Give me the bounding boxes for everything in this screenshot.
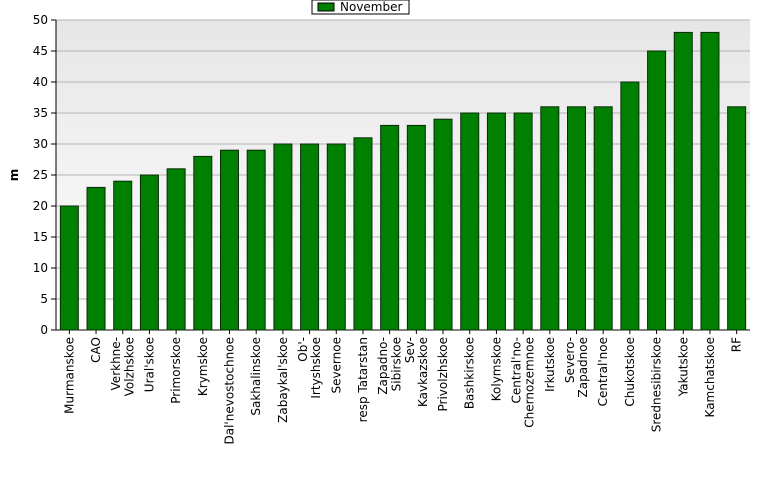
x-tick-label: RF	[730, 337, 744, 352]
x-tick-label: Zapadno-Sibirskoe	[376, 337, 403, 395]
y-tick-label: 10	[33, 261, 48, 275]
bar	[620, 81, 640, 331]
bar	[727, 106, 747, 331]
bar	[326, 143, 346, 331]
bar	[406, 124, 426, 331]
y-tick-label: 50	[33, 13, 48, 27]
bar	[460, 112, 480, 331]
x-tick-label: Dal'nevostochnoe	[223, 337, 237, 445]
bar	[193, 155, 213, 331]
x-tick-label: resp Tatarstan	[356, 337, 370, 422]
x-tick-label: Kolymskoe	[489, 337, 503, 401]
bar	[700, 31, 720, 331]
bar	[353, 137, 373, 331]
x-tick-label: Srednesibirskoe	[650, 337, 664, 432]
x-tick-label: Zabaykal'skoe	[276, 337, 290, 423]
x-tick-label: Murmanskoe	[62, 337, 76, 414]
bar	[246, 149, 266, 331]
bar	[673, 31, 693, 331]
x-tick-label: Sev-Kavkazskoe	[403, 337, 430, 407]
legend: November	[311, 0, 410, 15]
bar	[86, 186, 106, 331]
bar	[380, 124, 400, 331]
x-tick-label: Sakhalinskoe	[249, 337, 263, 416]
legend-box	[311, 0, 410, 15]
legend-label: November	[340, 0, 402, 14]
x-tick-label: Ob'-Irtyshskoe	[296, 337, 323, 399]
bar	[166, 168, 186, 331]
x-tick-label: Chukotskoe	[623, 337, 637, 407]
x-tick-label: Yakutskoe	[676, 337, 690, 397]
y-tick-label: 45	[33, 44, 48, 58]
x-tick-label: Kamchatskoe	[703, 337, 717, 417]
y-axis-label: m	[7, 169, 21, 182]
x-tick-label: Severnoe	[329, 337, 343, 394]
y-tick-label: 5	[40, 292, 48, 306]
legend-swatch	[317, 2, 335, 12]
y-tick-label: 20	[33, 199, 48, 213]
y-tick-label: 30	[33, 137, 48, 151]
x-tick-label: Primorskoe	[169, 337, 183, 404]
y-tick-label: 25	[33, 168, 48, 182]
y-tick-label: 35	[33, 106, 48, 120]
x-tick-label: Ural'skoe	[142, 337, 156, 392]
bar	[567, 106, 586, 331]
bar	[486, 112, 506, 331]
x-tick-label: Severo-Zapadnoe	[563, 337, 590, 398]
y-tick-label: 0	[40, 323, 48, 337]
x-tick-label: Privolzhskoe	[436, 337, 450, 411]
bar	[513, 112, 533, 331]
x-tick-label: Central'no-Chernozemnoe	[510, 337, 537, 428]
y-tick-label: 15	[33, 230, 48, 244]
bar	[300, 143, 320, 331]
bar	[273, 143, 293, 331]
y-tick-label: 40	[33, 75, 48, 89]
x-tick-label: Bashkirskoe	[463, 337, 477, 409]
bar	[593, 106, 613, 331]
x-tick-label: CAO	[89, 337, 103, 363]
x-tick-label: Central'noe	[596, 337, 610, 406]
bar	[139, 174, 159, 331]
x-tick-label: Krymskoe	[196, 337, 210, 396]
bar	[59, 205, 79, 331]
bar	[113, 180, 133, 331]
bar	[220, 149, 239, 331]
x-tick-label: Verkhne-Volzhskoe	[109, 337, 136, 396]
x-tick-label: Irkutskoe	[543, 337, 557, 392]
bar	[433, 118, 453, 331]
bar	[540, 106, 560, 331]
bar	[647, 50, 667, 331]
